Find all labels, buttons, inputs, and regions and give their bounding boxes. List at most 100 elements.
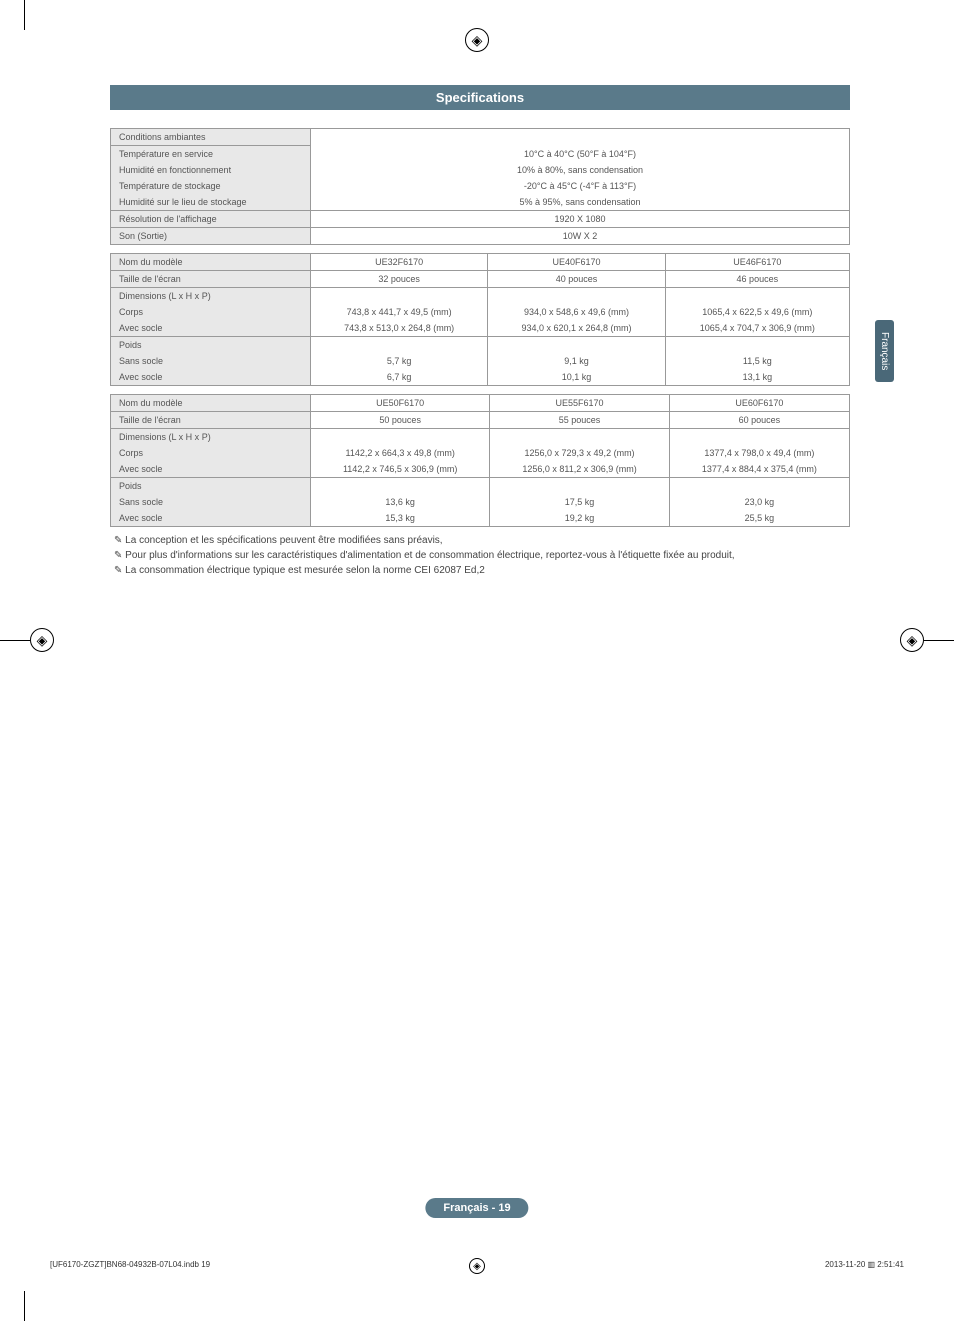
table-row: Avec socle 15,3 kg 19,2 kg 25,5 kg [111, 510, 850, 527]
models-table-b: Nom du modèle UE50F6170 UE55F6170 UE60F6… [110, 394, 850, 527]
cell: 1142,2 x 664,3 x 49,8 (mm) [311, 445, 490, 461]
row-label: Conditions ambiantes [111, 129, 311, 146]
note-text: Pour plus d'informations sur les caracté… [110, 550, 850, 561]
table-row: Sans socle 13,6 kg 17,5 kg 23,0 kg [111, 494, 850, 510]
conditions-table: Conditions ambiantes Température en serv… [110, 128, 850, 245]
cell: 19,2 kg [490, 510, 669, 527]
row-label: Taille de l'écran [111, 271, 311, 288]
row-label: Avec socle [111, 369, 311, 386]
row-label: Résolution de l'affichage [111, 211, 311, 228]
cell: 60 pouces [669, 412, 849, 429]
cell: 6,7 kg [311, 369, 488, 386]
cell: 23,0 kg [669, 494, 849, 510]
cell: 1256,0 x 811,2 x 306,9 (mm) [490, 461, 669, 478]
table-row: Humidité en fonctionnement10% à 80%, san… [111, 162, 850, 178]
cell: 55 pouces [490, 412, 669, 429]
row-value: -20°C à 45°C (-4°F à 113°F) [311, 178, 850, 194]
cell: 11,5 kg [665, 353, 849, 369]
crop-mark [24, 0, 25, 30]
model-name: UE60F6170 [669, 395, 849, 412]
cell: 9,1 kg [488, 353, 665, 369]
note-text: La conception et les spécifications peuv… [110, 535, 850, 546]
table-row: Poids [111, 478, 850, 495]
cell: 1377,4 x 798,0 x 49,4 (mm) [669, 445, 849, 461]
cell: 50 pouces [311, 412, 490, 429]
cell: 5,7 kg [311, 353, 488, 369]
row-label: Poids [111, 478, 311, 495]
row-label: Température en service [111, 146, 311, 163]
row-value: 10% à 80%, sans condensation [311, 162, 850, 178]
row-label: Humidité sur le lieu de stockage [111, 194, 311, 211]
row-label: Nom du modèle [111, 395, 311, 412]
row-value [311, 129, 850, 146]
model-name: UE46F6170 [665, 254, 849, 271]
model-name: UE55F6170 [490, 395, 669, 412]
cell: 743,8 x 513,0 x 264,8 (mm) [311, 320, 488, 337]
cell: 1142,2 x 746,5 x 306,9 (mm) [311, 461, 490, 478]
note-text: La consommation électrique typique est m… [110, 565, 850, 576]
model-name: UE32F6170 [311, 254, 488, 271]
table-row: Température en service10°C à 40°C (50°F … [111, 146, 850, 163]
cell: 46 pouces [665, 271, 849, 288]
crop-mark [0, 640, 30, 641]
row-value: 1920 X 1080 [311, 211, 850, 228]
cell: 934,0 x 548,6 x 49,6 (mm) [488, 304, 665, 320]
table-row: Corps 743,8 x 441,7 x 49,5 (mm) 934,0 x … [111, 304, 850, 320]
row-label: Humidité en fonctionnement [111, 162, 311, 178]
language-tab: Français [875, 320, 894, 382]
crop-mark [924, 640, 954, 641]
model-name: UE40F6170 [488, 254, 665, 271]
table-row: Taille de l'écran 32 pouces 40 pouces 46… [111, 271, 850, 288]
table-row: Avec socle 743,8 x 513,0 x 264,8 (mm) 93… [111, 320, 850, 337]
table-row: Dimensions (L x H x P) [111, 429, 850, 446]
page-number-pill: Français - 19 [425, 1198, 528, 1218]
table-row: Sans socle 5,7 kg 9,1 kg 11,5 kg [111, 353, 850, 369]
row-label: Sans socle [111, 494, 311, 510]
row-label: Corps [111, 445, 311, 461]
table-row: Nom du modèle UE32F6170 UE40F6170 UE46F6… [111, 254, 850, 271]
table-row: Avec socle 6,7 kg 10,1 kg 13,1 kg [111, 369, 850, 386]
footer-timestamp: 2013-11-20 ▥ 2:51:41 [825, 1260, 904, 1269]
row-label: Avec socle [111, 320, 311, 337]
model-name: UE50F6170 [311, 395, 490, 412]
row-label: Corps [111, 304, 311, 320]
cell: 13,6 kg [311, 494, 490, 510]
table-row: Poids [111, 337, 850, 354]
row-label: Dimensions (L x H x P) [111, 429, 311, 446]
table-row: Avec socle 1142,2 x 746,5 x 306,9 (mm) 1… [111, 461, 850, 478]
registration-mark [30, 628, 54, 652]
page-content: Specifications Conditions ambiantes Temp… [110, 85, 850, 580]
models-table-a: Nom du modèle UE32F6170 UE40F6170 UE46F6… [110, 253, 850, 386]
table-row: Taille de l'écran 50 pouces 55 pouces 60… [111, 412, 850, 429]
row-value: 10°C à 40°C (50°F à 104°F) [311, 146, 850, 163]
cell: 25,5 kg [669, 510, 849, 527]
registration-mark [465, 28, 489, 52]
row-label: Taille de l'écran [111, 412, 311, 429]
row-label: Poids [111, 337, 311, 354]
footer-filename: [UF6170-ZGZT]BN68-04932B-07L04.indb 19 [50, 1260, 210, 1269]
cell: 1377,4 x 884,4 x 375,4 (mm) [669, 461, 849, 478]
cell: 15,3 kg [311, 510, 490, 527]
table-row: Dimensions (L x H x P) [111, 288, 850, 305]
row-label: Nom du modèle [111, 254, 311, 271]
cell: 13,1 kg [665, 369, 849, 386]
row-label: Avec socle [111, 461, 311, 478]
cell: 1065,4 x 704,7 x 306,9 (mm) [665, 320, 849, 337]
cell: 40 pouces [488, 271, 665, 288]
section-header: Specifications [110, 85, 850, 110]
cell: 32 pouces [311, 271, 488, 288]
row-label: Avec socle [111, 510, 311, 527]
row-label: Température de stockage [111, 178, 311, 194]
table-row: Corps 1142,2 x 664,3 x 49,8 (mm) 1256,0 … [111, 445, 850, 461]
row-label: Dimensions (L x H x P) [111, 288, 311, 305]
table-row: Humidité sur le lieu de stockage5% à 95%… [111, 194, 850, 211]
row-value: 5% à 95%, sans condensation [311, 194, 850, 211]
crop-mark [24, 1291, 25, 1321]
row-label: Sans socle [111, 353, 311, 369]
cell: 743,8 x 441,7 x 49,5 (mm) [311, 304, 488, 320]
notes-section: La conception et les spécifications peuv… [110, 535, 850, 576]
table-row: Conditions ambiantes [111, 129, 850, 146]
table-row: Nom du modèle UE50F6170 UE55F6170 UE60F6… [111, 395, 850, 412]
row-label: Son (Sortie) [111, 228, 311, 245]
cell: 934,0 x 620,1 x 264,8 (mm) [488, 320, 665, 337]
